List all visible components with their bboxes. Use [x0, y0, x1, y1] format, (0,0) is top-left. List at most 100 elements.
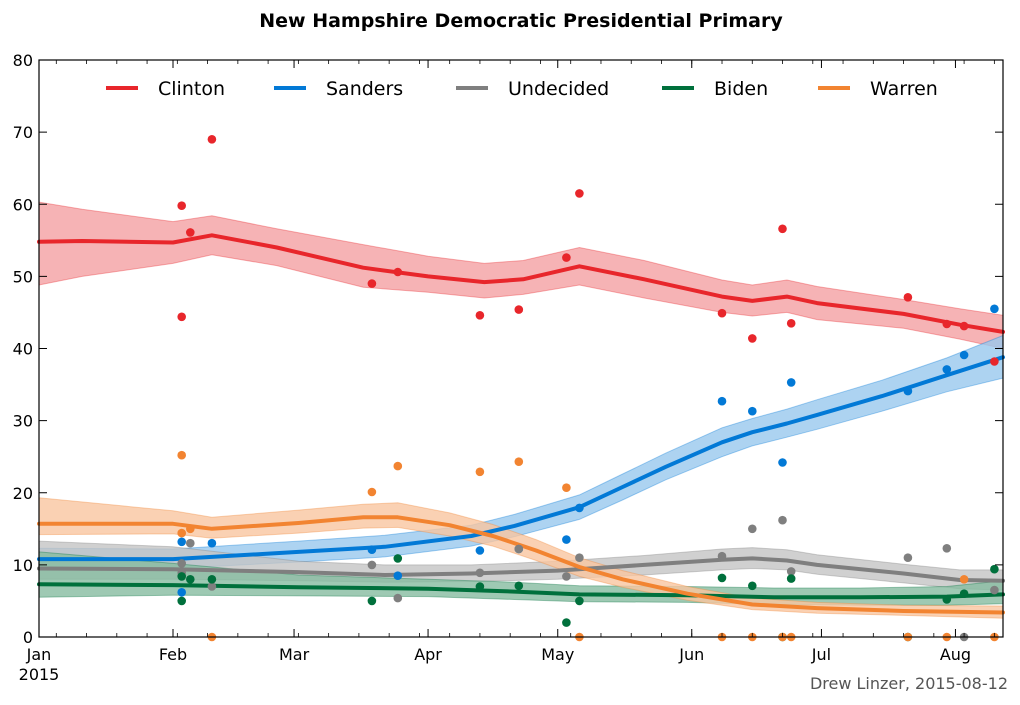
- clinton-poll-point: [748, 334, 757, 343]
- clinton-poll-point: [367, 279, 377, 288]
- biden-poll-point: [575, 596, 584, 606]
- sanders-poll-point: [786, 378, 796, 387]
- y-tick-label: 40: [13, 340, 33, 359]
- clinton-poll-point: [475, 311, 485, 320]
- x-tick-label: Feb: [159, 645, 187, 664]
- biden-poll-point: [748, 581, 757, 591]
- clinton-poll-point: [990, 357, 999, 366]
- warren-poll-point: [959, 575, 969, 584]
- undecided-poll-point: [177, 559, 186, 568]
- biden-poll-point: [942, 595, 952, 604]
- undecided-trend-line: [37, 556, 1005, 583]
- y-tick-label: 20: [13, 484, 33, 503]
- clinton-poll-point: [177, 201, 186, 210]
- sanders-poll-point: [475, 546, 485, 555]
- sanders-poll-point: [748, 406, 757, 416]
- biden-poll-point: [367, 596, 377, 606]
- legend: Clinton Sanders Undecided Biden Warren: [106, 78, 938, 100]
- undecided-poll-point: [393, 593, 403, 603]
- clinton-poll-point: [575, 189, 584, 198]
- warren-poll-point: [186, 524, 195, 534]
- sanders-legend-label: Sanders: [326, 78, 403, 100]
- clinton-poll-point: [207, 135, 217, 144]
- warren-poll-point: [367, 487, 377, 497]
- trend-lines: [37, 233, 1005, 615]
- clinton-poll-point: [186, 228, 195, 237]
- clinton-poll-point: [778, 224, 787, 234]
- credit-text: Drew Linzer, 2015-08-12: [810, 674, 1008, 693]
- sanders-poll-point: [778, 458, 787, 467]
- biden-poll-point: [186, 575, 195, 584]
- biden-poll-point: [562, 618, 571, 627]
- x-tick-label: Apr: [414, 645, 442, 664]
- y-tick-label: 60: [13, 195, 33, 214]
- sanders-poll-point: [562, 535, 571, 544]
- y-tick-label: 70: [13, 123, 33, 142]
- clinton-trend-line: [37, 233, 1005, 334]
- sanders-poll-point: [367, 545, 377, 554]
- warren-poll-point: [393, 461, 403, 471]
- warren-poll-point: [177, 528, 186, 538]
- clinton-poll-point: [903, 293, 913, 302]
- biden-poll-point: [207, 575, 217, 584]
- biden-poll-point: [514, 581, 524, 591]
- undecided-poll-point: [186, 538, 195, 548]
- biden-poll-point: [393, 554, 403, 563]
- warren-poll-point: [177, 450, 186, 460]
- undecided-poll-point: [575, 553, 584, 562]
- undecided-poll-point: [990, 585, 999, 595]
- undecided-poll-point: [562, 572, 571, 581]
- clinton-poll-point: [942, 319, 952, 329]
- y-tick-label: 50: [13, 267, 33, 286]
- x-tick-label: Aug: [940, 645, 971, 664]
- clinton-band: [38, 201, 1004, 350]
- clinton-poll-point: [177, 312, 186, 322]
- sanders-poll-point: [177, 537, 186, 547]
- sanders-poll-point: [717, 396, 727, 406]
- clinton-poll-point: [717, 308, 727, 318]
- warren-poll-point: [514, 457, 524, 467]
- biden-poll-point: [717, 573, 727, 583]
- warren-trend-line: [37, 515, 1005, 615]
- x-tick-label: Jun: [678, 645, 704, 664]
- sanders-poll-point: [393, 571, 403, 580]
- biden-poll-point: [475, 582, 485, 591]
- sanders-poll-point: [942, 365, 952, 374]
- clinton-poll-point: [514, 305, 524, 314]
- undecided-poll-point: [717, 551, 727, 561]
- clinton-poll-point: [393, 267, 403, 277]
- undecided-poll-point: [367, 560, 377, 570]
- x-tick-label: Jan: [26, 645, 52, 664]
- sanders-poll-point: [177, 588, 186, 597]
- undecided-poll-point: [903, 553, 913, 562]
- clinton-poll-point: [786, 319, 796, 328]
- clinton-poll-point: [959, 321, 969, 331]
- chart-title: New Hampshire Democratic Presidential Pr…: [259, 10, 783, 32]
- biden-poll-point: [177, 596, 186, 606]
- x-tick-label: Mar: [279, 645, 310, 664]
- x-year-label: 2015: [19, 665, 60, 684]
- biden-poll-point: [177, 572, 186, 581]
- undecided-poll-point: [786, 567, 796, 576]
- sanders-poll-point: [207, 538, 217, 548]
- y-tick-label: 0: [23, 628, 33, 647]
- undecided-poll-point: [475, 568, 485, 578]
- biden-trend-line: [37, 582, 1005, 600]
- x-tick-label: Jul: [811, 645, 831, 664]
- sanders-poll-point: [903, 386, 913, 396]
- confidence-bands: [38, 201, 1004, 619]
- undecided-poll-point: [942, 544, 952, 553]
- sanders-poll-point: [959, 350, 969, 360]
- biden-legend-label: Biden: [714, 78, 768, 100]
- y-tick-label: 10: [13, 556, 33, 575]
- warren-poll-point: [475, 467, 485, 477]
- undecided-poll-point: [207, 582, 217, 591]
- undecided-poll-point: [748, 524, 757, 534]
- sanders-trend-line: [37, 355, 1005, 562]
- sanders-poll-point: [990, 304, 999, 314]
- y-tick-label: 30: [13, 412, 33, 431]
- undecided-poll-point: [778, 515, 787, 525]
